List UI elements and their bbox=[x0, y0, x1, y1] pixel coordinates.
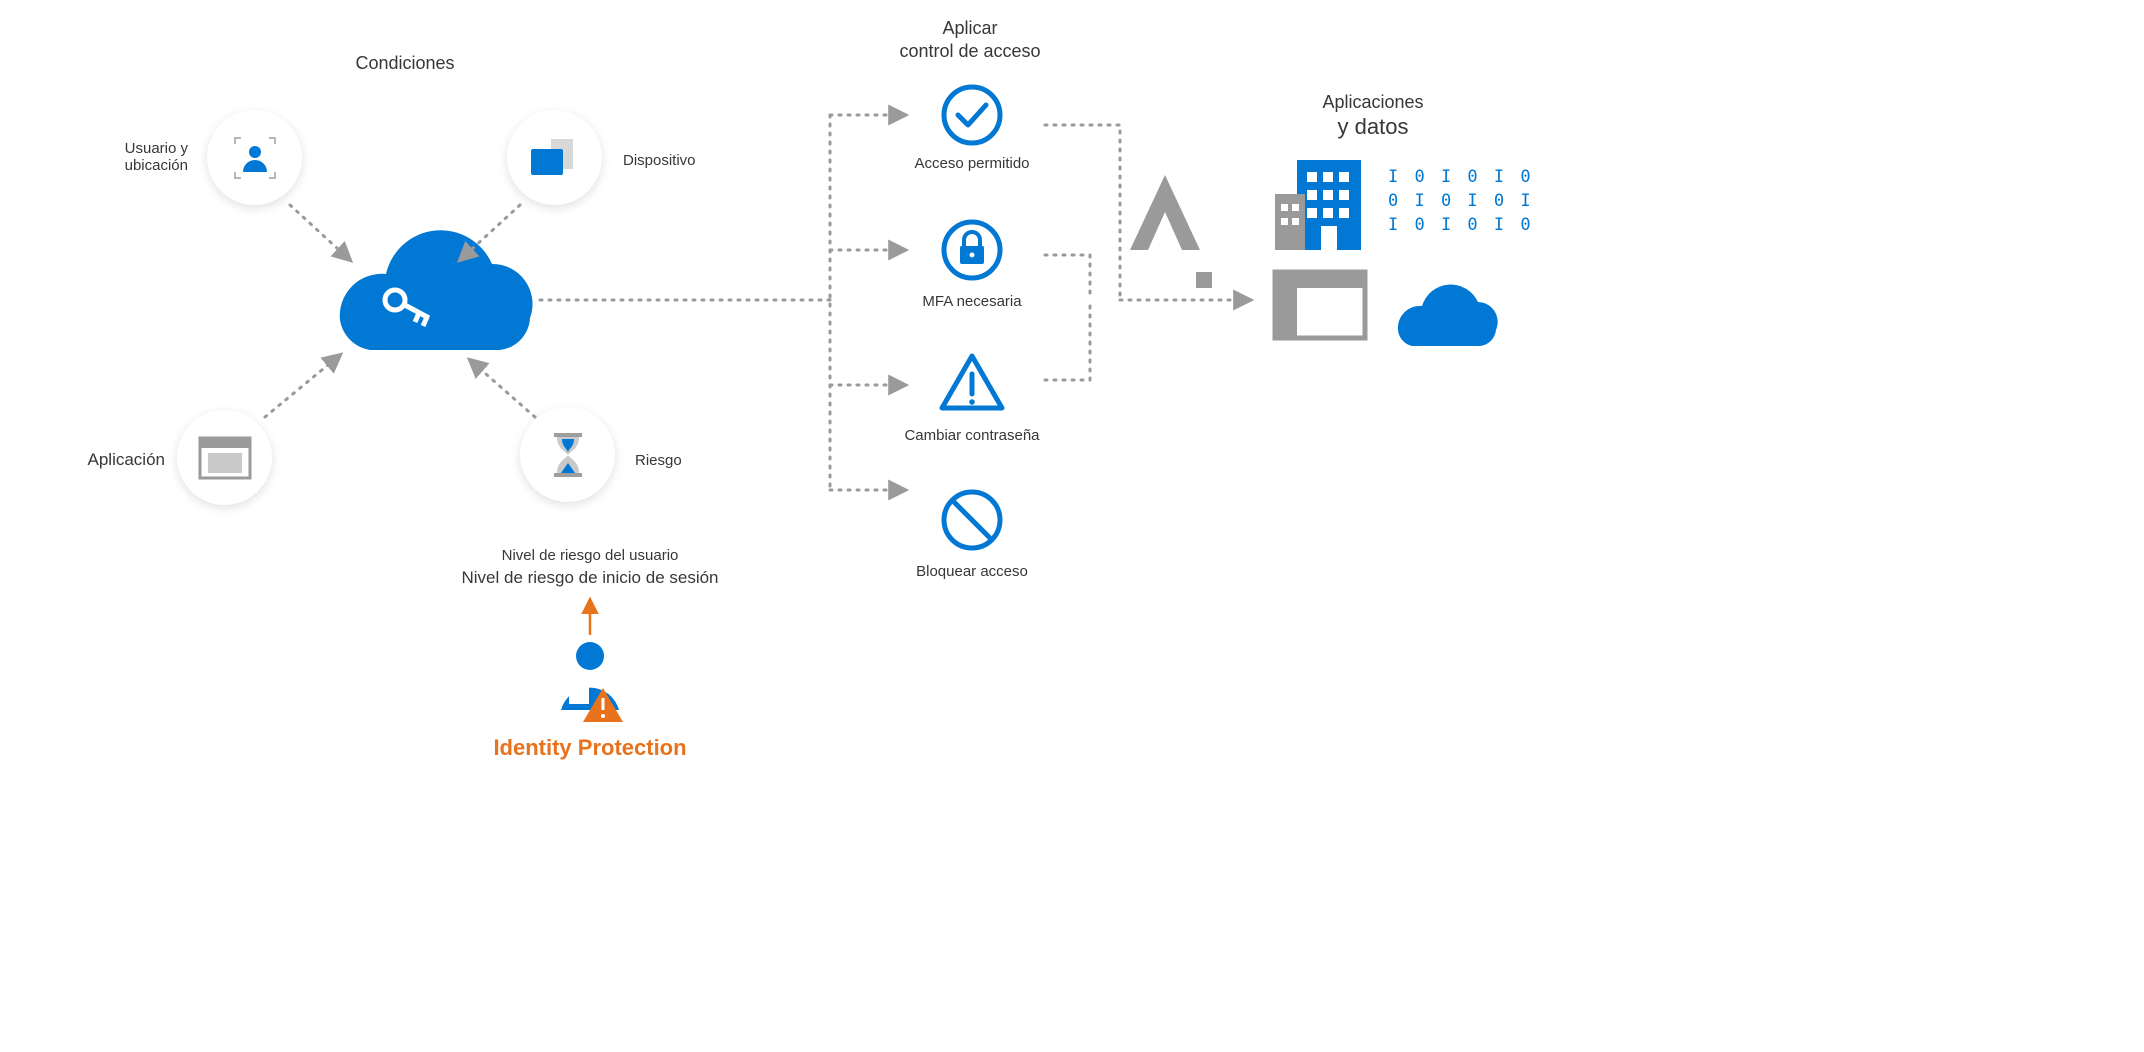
user-location-node bbox=[207, 110, 302, 205]
hourglass-icon bbox=[550, 431, 586, 479]
identity-protection-icon bbox=[561, 642, 623, 722]
mfa-icon bbox=[944, 222, 1000, 278]
risk-user-level: Nivel de riesgo del usuario bbox=[502, 547, 679, 564]
apply-title-1: Aplicar bbox=[942, 18, 997, 39]
binary-row-1: 0 I 0 I 0 I bbox=[1388, 191, 1534, 211]
identity-protection-label: Identity Protection bbox=[493, 735, 686, 761]
risk-node bbox=[520, 407, 615, 502]
binary-row-0: I 0 I 0 I 0 bbox=[1388, 167, 1534, 187]
allow-label: Acceso permitido bbox=[914, 155, 1029, 172]
conditions-title: Condiciones bbox=[355, 53, 454, 74]
edge-app-to-cloud bbox=[265, 355, 340, 417]
edge-mfa-right bbox=[1045, 255, 1090, 300]
application-node bbox=[177, 410, 272, 505]
block-icon bbox=[944, 492, 1000, 548]
change-password-icon bbox=[942, 356, 1002, 408]
edge-risk-to-cloud bbox=[470, 360, 535, 417]
apply-title-2: control de acceso bbox=[899, 41, 1040, 62]
edge-allow-right bbox=[1045, 125, 1120, 300]
square-icon bbox=[1196, 272, 1212, 288]
app-window-icon bbox=[198, 436, 252, 480]
block-label: Bloquear acceso bbox=[916, 563, 1028, 580]
device-label: Dispositivo bbox=[623, 152, 696, 169]
user-location-text: Usuario y ubicación bbox=[98, 140, 188, 174]
allow-icon bbox=[944, 87, 1000, 143]
user-bracket-icon bbox=[229, 132, 281, 184]
apps-data-cluster: I 0 I 0 I 0 0 I 0 I 0 I I 0 I 0 I 0 bbox=[1275, 160, 1534, 346]
cloud-small-icon bbox=[1398, 285, 1498, 346]
change-label: Cambiar contraseña bbox=[904, 427, 1039, 444]
devices-icon bbox=[525, 135, 585, 181]
diagram-stage: Condiciones Aplicar control de acceso Ap… bbox=[0, 0, 1560, 790]
device-node bbox=[507, 110, 602, 205]
apps-title-1: Aplicaciones bbox=[1322, 92, 1423, 113]
apps-title-2: y datos bbox=[1338, 114, 1409, 140]
edge-device-to-cloud bbox=[460, 205, 520, 260]
chevron-icon bbox=[1130, 175, 1200, 250]
risk-label: Riesgo bbox=[635, 452, 682, 469]
risk-signin-level: Nivel de riesgo de inicio de sesión bbox=[461, 568, 718, 588]
application-label: Aplicación bbox=[88, 450, 166, 470]
binary-row-2: I 0 I 0 I 0 bbox=[1388, 215, 1534, 235]
edge-user-to-cloud bbox=[290, 205, 350, 260]
cloud-key-icon bbox=[340, 230, 533, 350]
mfa-label: MFA necesaria bbox=[922, 293, 1021, 310]
user-location-label-1: Usuario y ubicación bbox=[98, 140, 188, 174]
edge-change-right bbox=[1045, 300, 1090, 380]
